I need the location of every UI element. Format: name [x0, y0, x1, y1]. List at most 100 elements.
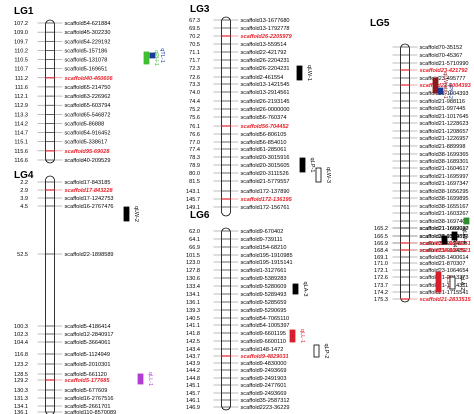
marker-position: 134.1	[186, 292, 200, 298]
marker-position: 77.4	[189, 147, 200, 153]
chromosome-bar	[45, 175, 55, 414]
marker-name: scaffold16-2767476	[65, 204, 114, 210]
marker-position: 136.1	[14, 410, 28, 414]
marker-name: scaffold17-843185	[65, 180, 111, 186]
marker-position: 101.5	[186, 253, 200, 259]
qtl-bar	[315, 167, 322, 183]
qtl-label: qLA-2	[459, 276, 465, 291]
marker-position: 52.5	[17, 252, 28, 258]
marker-position: 72.6	[189, 75, 200, 81]
marker-name: scaffold9-2491903	[241, 376, 287, 382]
marker-name: scaffold9-6601195	[241, 331, 287, 337]
marker-position: 75.6	[189, 115, 200, 121]
marker-name: scaffold54-621884	[65, 21, 111, 27]
marker-name: scaffold9-2477601	[241, 383, 287, 389]
marker-name: scaffold1-3127661	[241, 268, 287, 274]
marker-name: scaffold9-5389283	[241, 276, 287, 282]
marker-name: scaffold172-137890	[241, 189, 290, 195]
marker-name: scaffold56-760374	[241, 115, 287, 121]
marker-name: scaffold9-2493669	[241, 368, 287, 374]
marker-name: scaffold5-2661701	[65, 404, 111, 410]
marker-name: scaffold63-226962	[65, 94, 111, 100]
marker-position: 104.4	[14, 340, 28, 346]
marker-name: scaffold56-704452	[241, 124, 290, 130]
marker-name: scaffold5-157186	[65, 48, 108, 54]
marker-position: 140.5	[186, 316, 200, 322]
marker-position: 76.1	[189, 124, 200, 130]
marker-name: scaffold54-229192	[65, 39, 111, 45]
marker-name: scaffold5-4186414	[65, 324, 111, 330]
marker-name: scaffold9-4829031	[241, 354, 289, 360]
marker-position: 114.2	[14, 121, 28, 127]
marker-name: scaffold17-843228	[65, 188, 114, 194]
marker-position: 146.9	[186, 405, 200, 411]
qtl-label: qLL-1	[147, 372, 153, 386]
marker-name: scaffold9-4830000	[241, 361, 287, 367]
marker-name: scaffold2223-36229	[241, 405, 290, 411]
marker-name: scaffold38-1655167	[420, 204, 469, 210]
marker-name: scaffold172-136195	[241, 197, 293, 203]
marker-name: scaffold70-45367	[420, 53, 463, 59]
marker-position: 141.1	[186, 323, 200, 329]
marker-position: 74.4	[189, 99, 200, 105]
marker-position: 102.3	[14, 332, 28, 338]
marker-name: scaffold21-2013373	[420, 275, 469, 281]
marker-position: 142.5	[186, 339, 200, 345]
marker-name: scaffold172-156761	[241, 205, 290, 211]
marker-name: scaffold20-3111526	[241, 171, 289, 177]
marker-name: scaffold21-1699927	[420, 226, 469, 232]
marker-name: scaffold23-1064654	[420, 268, 469, 274]
marker-name: scaffold21-913489	[420, 248, 466, 254]
marker-position: 112.9	[14, 103, 28, 109]
marker-name: scaffold38-1400614	[420, 255, 469, 261]
marker-name: scaffold21-1017645	[420, 114, 469, 120]
qtl-bar	[441, 235, 448, 245]
marker-position: 115.1	[14, 140, 28, 146]
marker-name: scaffold61-285061	[241, 147, 287, 153]
marker-name: scaffold21-2833515	[420, 297, 472, 303]
linkage-group-lg1: LG1 107.2 scaffold54-621884 109.0 scaffold45…	[14, 6, 113, 164]
marker-name: scaffold5-661120	[65, 372, 107, 378]
marker-position: 139.3	[186, 308, 200, 314]
marker-position: 134.1	[14, 404, 28, 410]
marker-name: scaffold26-2205979	[241, 34, 293, 40]
marker-position: 71.7	[189, 58, 200, 64]
marker-position: 123.2	[14, 362, 28, 368]
marker-name: scaffold17-1242753	[65, 196, 114, 202]
marker-name: scaffold95-69028	[65, 149, 111, 155]
marker-name: scaffold21-997445	[420, 106, 466, 112]
marker-position: 141.8	[186, 331, 200, 337]
marker-name: scaffold9-670402	[241, 229, 284, 235]
marker-name: scaffold20-3015916	[241, 155, 290, 161]
marker-name: scaffold21-1715541	[420, 290, 469, 296]
marker-name: scaffold12-2840917	[65, 332, 114, 338]
marker-position: 123.0	[186, 260, 200, 266]
marker-name: scaffold56-854010	[241, 140, 287, 146]
chromosome-bar	[45, 19, 55, 164]
marker-position: 115.6	[14, 149, 28, 155]
qtl-bar	[313, 344, 320, 358]
marker-name: scaffold21-1226957	[420, 136, 469, 142]
marker-name: scaffold26-2204231	[241, 66, 290, 72]
group-title: LG3	[190, 4, 210, 15]
marker-name: scaffold38-1699895	[420, 196, 469, 202]
marker-position: 133.4	[186, 284, 200, 290]
group-title: LG6	[190, 210, 210, 221]
qtl-bar	[437, 87, 444, 95]
marker-name: scaffold5-131078	[65, 58, 108, 64]
qtl-label: qLWratio-1	[442, 72, 448, 99]
marker-position: 111.6	[15, 85, 28, 91]
marker-name: scaffold195-1910985	[241, 253, 293, 259]
qtl-bar	[289, 329, 296, 343]
marker-name: scaffold21-1208657	[420, 129, 469, 135]
marker-name: scaffold38-1689301	[420, 159, 469, 165]
marker-position: 110.2	[14, 48, 28, 54]
marker-position: 131.3	[14, 396, 28, 402]
marker-name: scaffold16-2767516	[65, 396, 114, 402]
qtl-label: qPH-1	[153, 50, 159, 66]
marker-name: scaffold54-1005397	[241, 323, 290, 329]
marker-position: 100.3	[14, 324, 28, 330]
marker-name: scaffold9-5280609	[241, 284, 287, 290]
marker-position: 166.5	[374, 234, 388, 240]
